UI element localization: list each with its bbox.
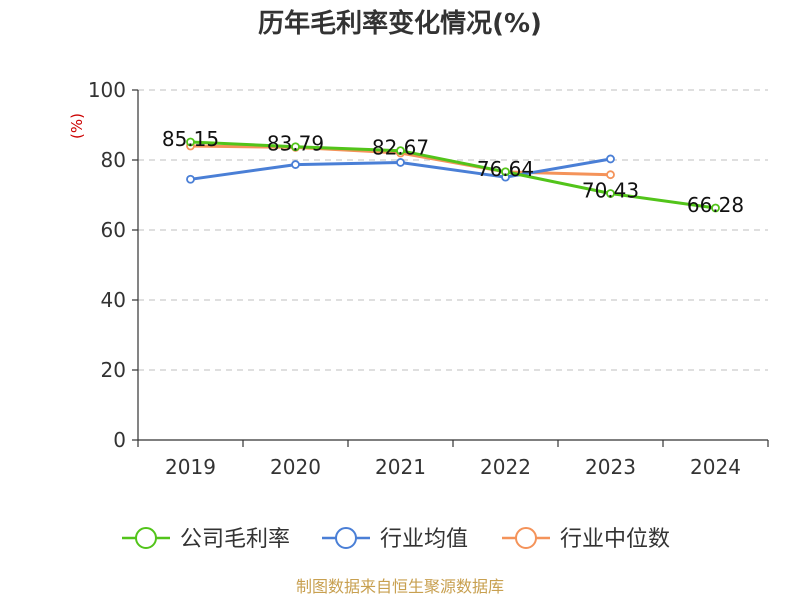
data-label-2023: 70.43: [582, 178, 639, 202]
point-1-2023: [606, 154, 615, 164]
legend-label-1: 行业均值: [380, 527, 468, 552]
legend: 公司毛利率 行业均值 行业中位数: [122, 527, 670, 552]
point-0-2023: [606, 189, 615, 198]
legend-marker-2: [515, 527, 537, 549]
point-0-2019: [186, 137, 195, 147]
point-1-2020: [291, 160, 300, 169]
data-label-2019: 85.15: [162, 127, 219, 151]
data-label-2021: 82.67: [372, 136, 429, 160]
x-tick-label-2020: 2020: [270, 455, 321, 479]
axes: 0 20 40 60 80 100 2019 2020 2021 2022 2023 2024: [88, 78, 769, 479]
x-tick-label-2023: 2023: [585, 455, 636, 479]
y-tick-label-100: 100: [88, 78, 126, 102]
data-label-2022: 76.64: [477, 157, 534, 181]
y-tick-label-60: 60: [101, 218, 126, 242]
x-tick-label-2021: 2021: [375, 455, 426, 479]
point-0-2020: [291, 142, 300, 152]
series-lines: [186, 137, 720, 213]
point-2-2023: [606, 170, 615, 180]
y-tick-label-0: 0: [113, 428, 126, 452]
legend-label-2: 行业中位数: [560, 527, 670, 552]
x-tick-label-2022: 2022: [480, 455, 531, 479]
data-label-2024: 66.28: [687, 193, 744, 217]
legend-marker-1: [335, 527, 357, 549]
point-0-2022: [501, 167, 510, 177]
chart-title: 历年毛利率变化情况(%): [258, 8, 542, 39]
series-line-0: [189, 140, 717, 210]
point-1-2019: [186, 174, 195, 184]
x-tick-label-2024: 2024: [690, 455, 741, 479]
point-0-2021: [396, 146, 405, 156]
point-0-2024: [711, 203, 720, 213]
x-tick-label-2019: 2019: [165, 455, 216, 479]
source-note: 制图数据来自恒生聚源数据库: [296, 577, 504, 596]
legend-label-0: 公司毛利率: [180, 527, 290, 552]
y-tick-label-40: 40: [101, 288, 126, 312]
grid-lines: [138, 89, 768, 371]
y-axis-unit: (%): [68, 113, 86, 139]
point-1-2021: [396, 158, 405, 167]
y-tick-label-20: 20: [101, 358, 126, 382]
data-labels: 85.15 83.79 82.67 76.64 70.43 66.28: [162, 127, 744, 217]
y-tick-label-80: 80: [101, 148, 126, 172]
legend-marker-0: [135, 527, 157, 549]
data-label-2020: 83.79: [267, 132, 324, 156]
